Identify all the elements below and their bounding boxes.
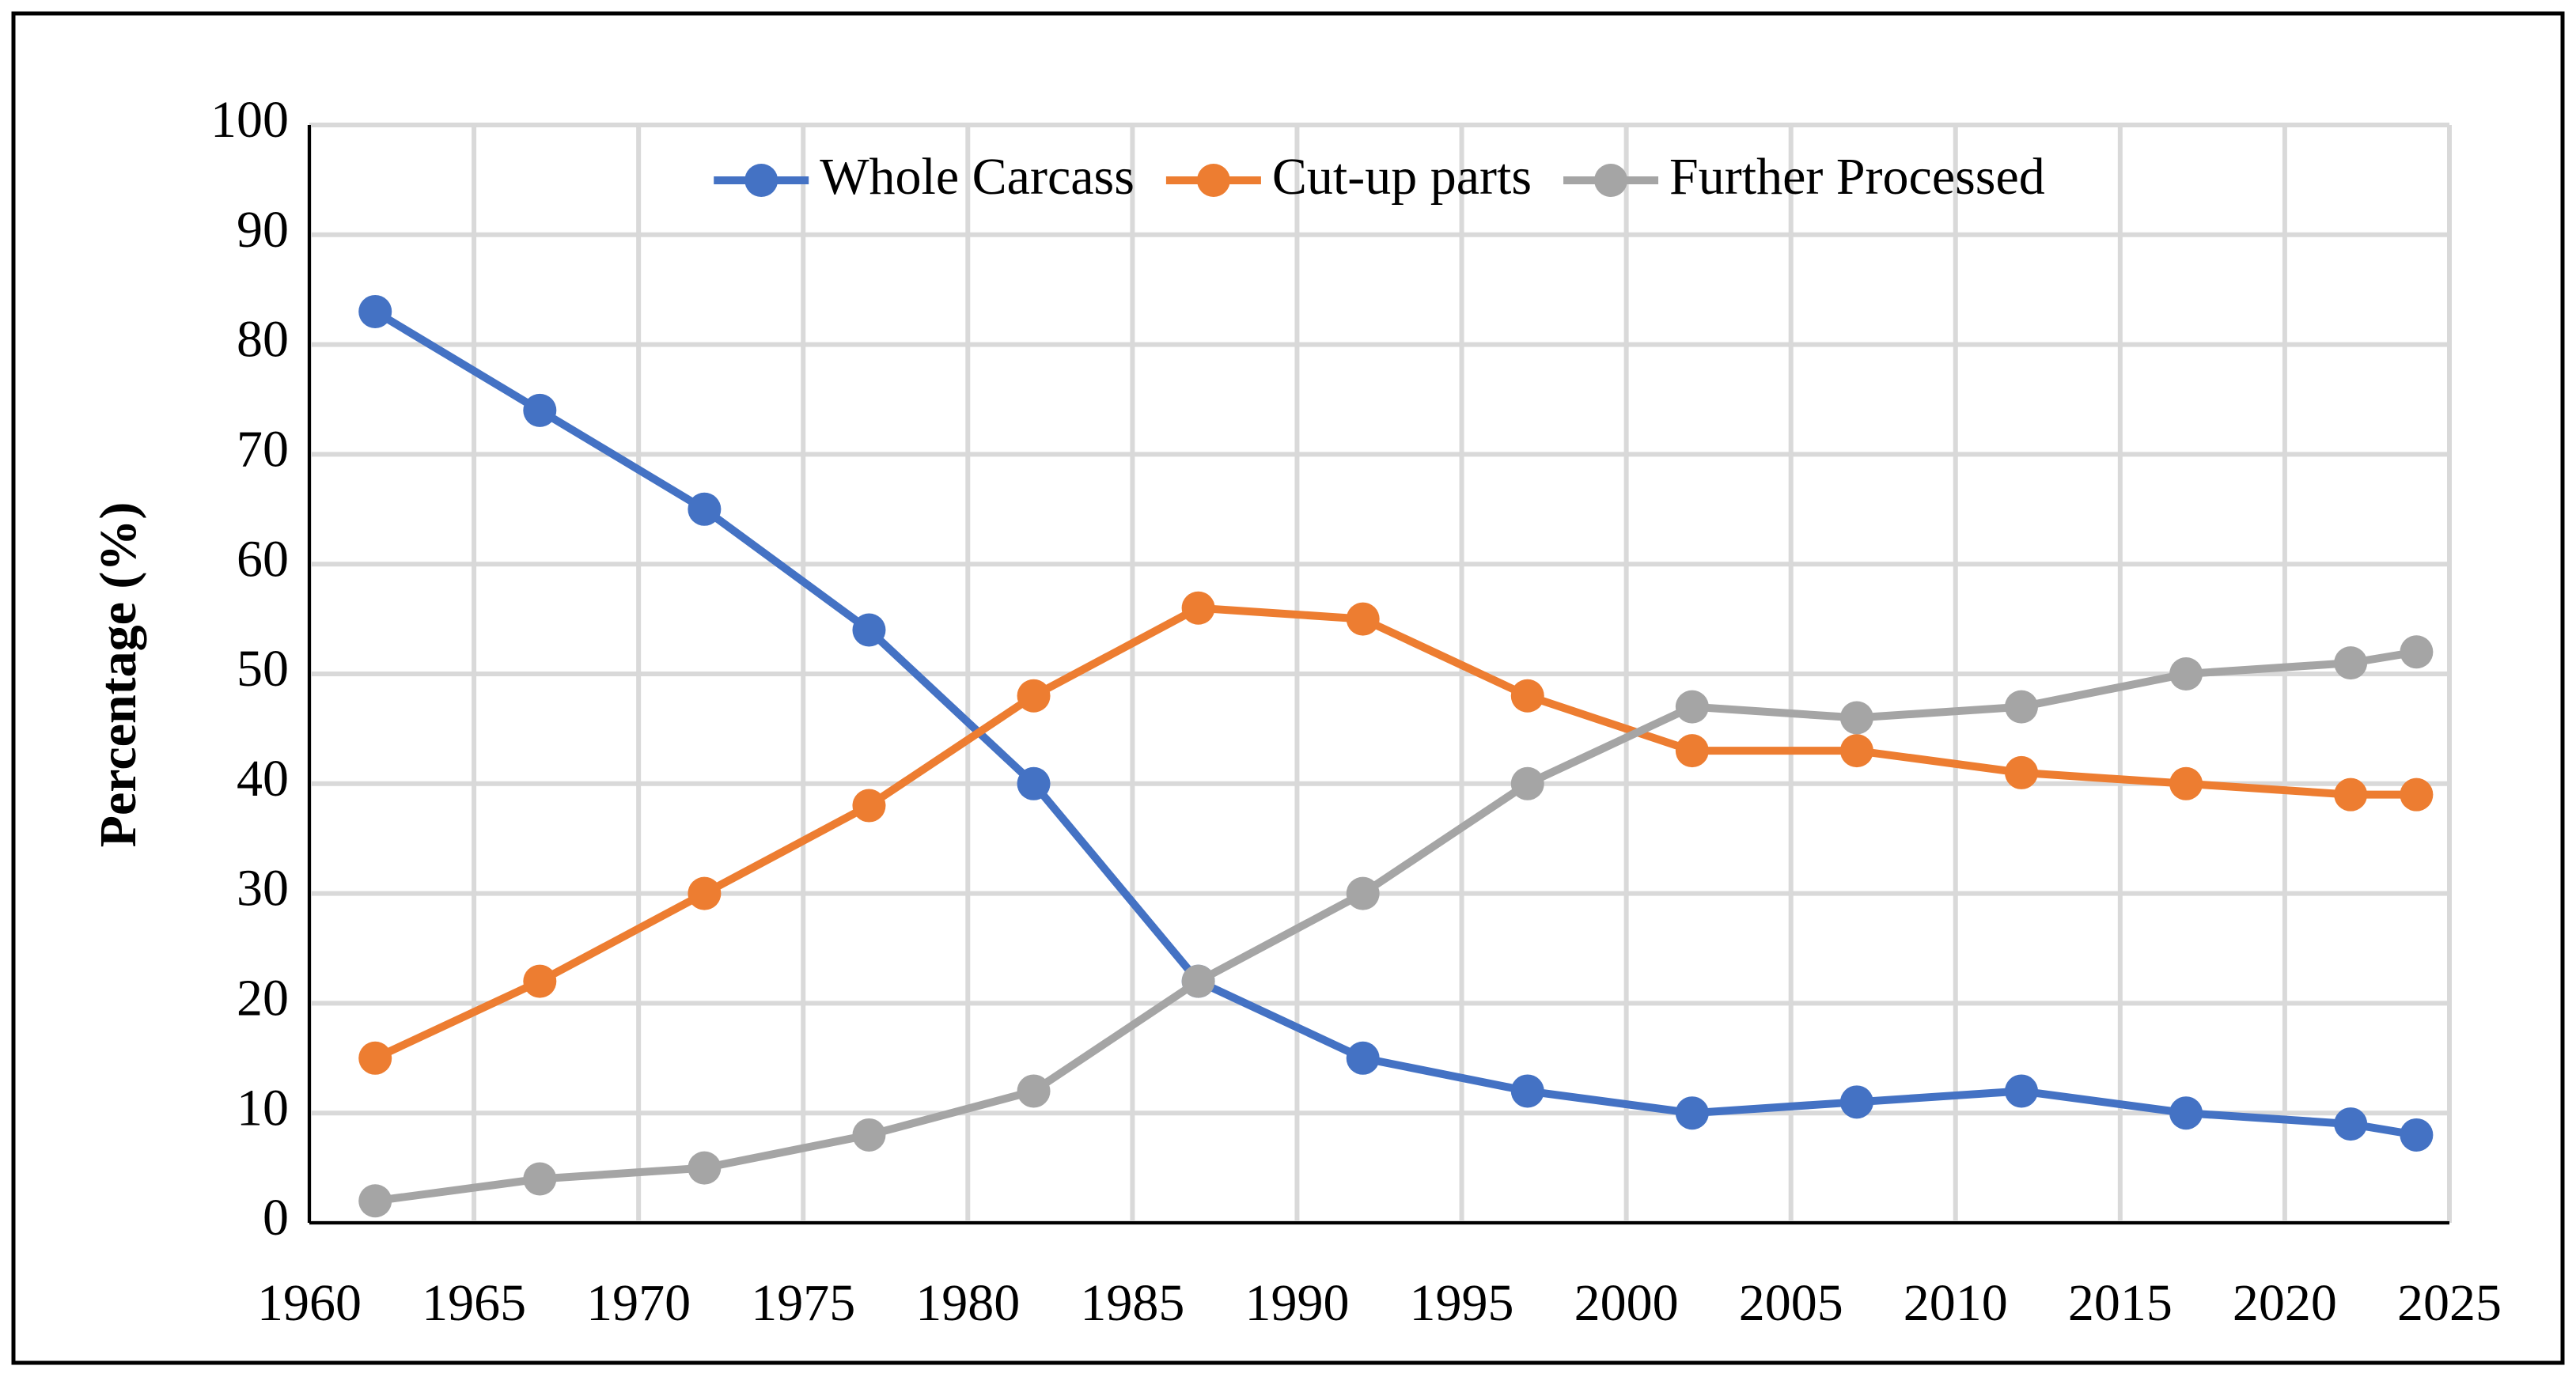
data-point xyxy=(1510,1074,1544,1108)
data-point xyxy=(1181,964,1215,998)
data-point xyxy=(1839,1085,1873,1119)
x-tick-label: 2010 xyxy=(1904,1274,2008,1332)
x-tick-label: 2015 xyxy=(2068,1274,2173,1332)
legend-marker xyxy=(1196,164,1230,197)
data-point xyxy=(688,876,722,910)
data-point xyxy=(1510,766,1544,800)
data-point xyxy=(1510,679,1544,713)
data-point xyxy=(1346,1041,1380,1075)
y-tick-label: 60 xyxy=(237,530,289,588)
y-tick-label: 10 xyxy=(237,1079,289,1137)
data-point xyxy=(523,393,557,427)
data-point xyxy=(2400,635,2434,669)
y-tick-label: 30 xyxy=(237,860,289,918)
x-tick-label: 1980 xyxy=(915,1274,1020,1332)
data-point xyxy=(1675,1096,1709,1130)
x-tick-label: 1970 xyxy=(586,1274,691,1332)
data-point xyxy=(2169,657,2203,690)
data-point xyxy=(2400,778,2434,812)
data-point xyxy=(523,1162,557,1196)
data-point xyxy=(1675,734,1709,768)
series-line xyxy=(373,603,2417,1062)
x-tick-label: 2000 xyxy=(1574,1274,1679,1332)
data-point xyxy=(2169,766,2203,800)
data-point xyxy=(1346,876,1380,910)
data-point xyxy=(1017,766,1051,800)
y-tick-label: 50 xyxy=(237,640,289,698)
legend-marker xyxy=(744,164,778,197)
y-tick-label: 0 xyxy=(263,1189,289,1247)
x-tick-label: 1990 xyxy=(1244,1274,1349,1332)
data-point xyxy=(2005,690,2038,724)
x-tick-label: 1995 xyxy=(1410,1274,1514,1332)
x-tick-label: 2005 xyxy=(1739,1274,1843,1332)
data-point xyxy=(358,294,392,328)
y-axis-label: Percentage (%) xyxy=(89,502,147,848)
data-point xyxy=(2005,755,2038,789)
data-point xyxy=(688,1151,722,1185)
data-point xyxy=(1017,1074,1051,1108)
data-point xyxy=(1839,734,1873,768)
y-tick-label: 40 xyxy=(237,750,289,808)
y-tick-label: 90 xyxy=(237,201,289,259)
x-tick-label: 1985 xyxy=(1080,1274,1184,1332)
y-tick-label: 100 xyxy=(210,91,289,149)
data-point xyxy=(2005,1074,2038,1108)
data-point xyxy=(852,1118,886,1152)
x-tick-label: 1960 xyxy=(257,1274,362,1332)
legend-label: Cut-up parts xyxy=(1272,148,1532,206)
data-point xyxy=(2169,1096,2203,1130)
data-point xyxy=(852,613,886,647)
data-point xyxy=(852,789,886,823)
series-line xyxy=(374,648,2418,1205)
data-point xyxy=(2334,646,2368,680)
y-tick-label: 20 xyxy=(237,970,289,1027)
series-line xyxy=(373,308,2418,1139)
legend-label: Further Processed xyxy=(1669,148,2045,206)
data-point xyxy=(1017,679,1051,713)
legend-marker xyxy=(1594,164,1628,197)
data-point xyxy=(688,492,722,526)
x-tick-label: 1965 xyxy=(422,1274,526,1332)
legend-label: Whole Carcass xyxy=(820,148,1135,206)
data-point xyxy=(1346,602,1380,636)
data-point xyxy=(358,1184,392,1218)
x-tick-label: 2020 xyxy=(2233,1274,2337,1332)
data-point xyxy=(523,964,557,998)
data-point xyxy=(2334,1107,2368,1141)
data-point xyxy=(2400,1118,2434,1152)
y-tick-label: 70 xyxy=(237,421,289,479)
data-point xyxy=(2334,778,2368,812)
data-point xyxy=(1839,701,1873,735)
x-tick-label: 2025 xyxy=(2397,1274,2502,1332)
y-tick-label: 80 xyxy=(237,311,289,369)
chart-frame xyxy=(11,11,2565,1365)
x-tick-label: 1975 xyxy=(751,1274,855,1332)
data-point xyxy=(1675,690,1709,724)
data-point xyxy=(1181,591,1215,625)
data-point xyxy=(358,1041,392,1075)
